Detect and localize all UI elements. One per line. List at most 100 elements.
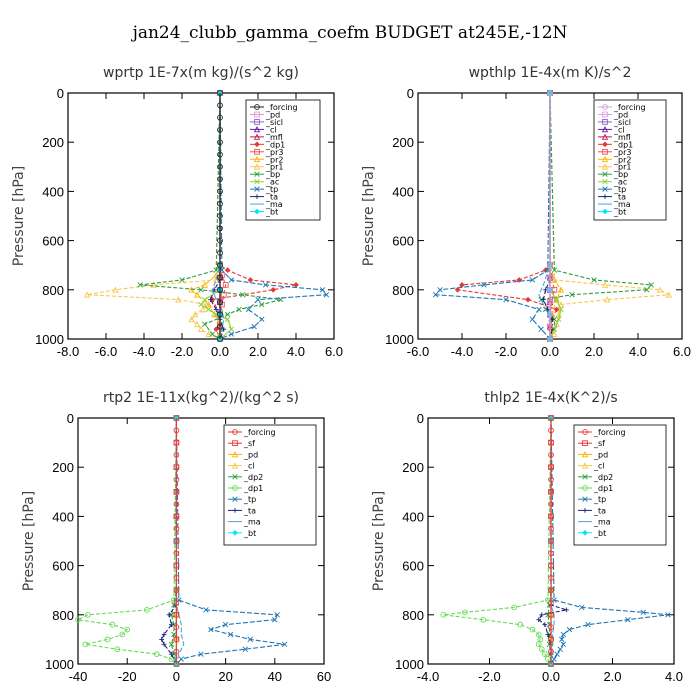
legend-item: _bt <box>250 208 278 217</box>
legend-label: _mfl <box>613 133 631 142</box>
series-line <box>161 418 177 665</box>
y-tick-label: 600 <box>42 234 64 249</box>
data-point <box>208 626 214 633</box>
legend-item: _forcing <box>228 428 276 437</box>
legend-item: _bt <box>578 529 606 538</box>
legend-label: _pr2 <box>613 155 631 164</box>
data-point <box>82 641 89 648</box>
data-point <box>173 599 180 606</box>
data-point <box>217 127 223 133</box>
legend-item: _tp <box>578 495 606 504</box>
data-point <box>199 306 207 313</box>
data-point <box>553 296 560 303</box>
legend-marker <box>231 462 239 469</box>
data-point <box>173 538 180 544</box>
data-point <box>119 631 126 638</box>
legend-label: _tp <box>593 495 606 504</box>
chart-title: rtp2 1E-11x(kg^2)/(kg^2 s) <box>103 390 299 406</box>
data-point <box>432 292 439 298</box>
legend-marker <box>581 462 589 469</box>
legend-item: _ta <box>250 193 278 202</box>
y-tick-label: 800 <box>52 608 74 623</box>
data-point <box>112 286 119 293</box>
legend-item: _forcing <box>250 103 298 112</box>
data-point <box>198 287 204 293</box>
y-tick-label: 0 <box>67 411 74 426</box>
data-point <box>481 282 487 288</box>
data-point <box>293 282 299 288</box>
legend-marker <box>253 133 261 140</box>
data-point <box>198 301 204 308</box>
data-point <box>462 609 468 616</box>
legend-marker <box>602 186 608 192</box>
data-point <box>213 276 220 283</box>
x-tick-label: -2.0 <box>478 669 500 684</box>
data-point <box>440 611 447 618</box>
legend-label: _mfl <box>265 133 283 142</box>
legend-marker <box>254 111 260 118</box>
y-tick-label: 800 <box>392 283 414 298</box>
legend-label: _bt <box>265 208 278 217</box>
legend-marker <box>582 496 588 502</box>
legend-label: _pr1 <box>265 163 283 172</box>
x-tick-label: 0.0 <box>542 669 560 684</box>
data-point <box>217 213 223 219</box>
legend-label: _bt <box>613 208 626 217</box>
data-point <box>262 282 269 288</box>
data-point <box>217 336 223 342</box>
series-line <box>86 92 221 340</box>
legend-item: _ma <box>578 518 611 527</box>
legend-label: _cl <box>265 125 277 134</box>
data-point <box>173 525 180 532</box>
legend-item: _ma <box>598 200 631 209</box>
data-point <box>208 297 213 303</box>
series-line <box>190 93 221 339</box>
series-tp <box>432 90 553 342</box>
legend-item: _sicl <box>250 118 283 127</box>
series-dp1 <box>75 415 180 667</box>
legend-item: _sf <box>578 439 605 448</box>
data-point <box>247 277 254 283</box>
y-tick-label: 800 <box>402 608 424 623</box>
data-point <box>625 617 631 623</box>
x-tick-label: 0.0 <box>211 344 229 359</box>
x-tick-label: -8.0 <box>57 344 79 359</box>
series-ma <box>175 418 185 665</box>
y-tick-label: 600 <box>52 559 74 574</box>
legend-label: _ac <box>613 178 627 187</box>
data-point <box>529 277 536 283</box>
data-point <box>560 631 567 638</box>
data-point <box>173 550 180 557</box>
legend-item: _bp <box>250 170 280 179</box>
y-tick-label: 400 <box>42 184 64 199</box>
legend-item: _mfl <box>250 133 283 142</box>
data-point <box>224 267 231 273</box>
legend-label: _bp <box>613 170 628 179</box>
legend-label: _pd <box>243 450 258 459</box>
data-point <box>319 287 326 293</box>
data-point <box>192 310 199 318</box>
data-point <box>547 336 553 342</box>
chart-panel-3: rtp2 1E-11x(kg^2)/(kg^2 s) Pressure [hPa]… <box>21 390 331 684</box>
data-point <box>173 661 180 667</box>
data-point <box>548 562 554 569</box>
data-point <box>144 607 150 613</box>
legend-label: _pd <box>613 110 628 119</box>
data-point <box>536 617 542 623</box>
legend-label: _sf <box>593 439 605 448</box>
data-point <box>503 296 509 303</box>
data-point <box>213 307 219 312</box>
data-point <box>560 641 567 648</box>
data-point <box>551 330 558 337</box>
legend-marker <box>602 119 608 125</box>
data-point <box>161 632 167 637</box>
data-point <box>259 301 265 308</box>
data-point <box>665 291 672 298</box>
series-forcing <box>547 90 553 342</box>
x-tick-label: -4.0 <box>133 344 155 359</box>
data-point <box>178 656 185 662</box>
data-point <box>173 476 180 483</box>
data-point <box>242 646 248 652</box>
series-forcing <box>217 90 223 342</box>
legend-label: _ta <box>243 506 256 515</box>
